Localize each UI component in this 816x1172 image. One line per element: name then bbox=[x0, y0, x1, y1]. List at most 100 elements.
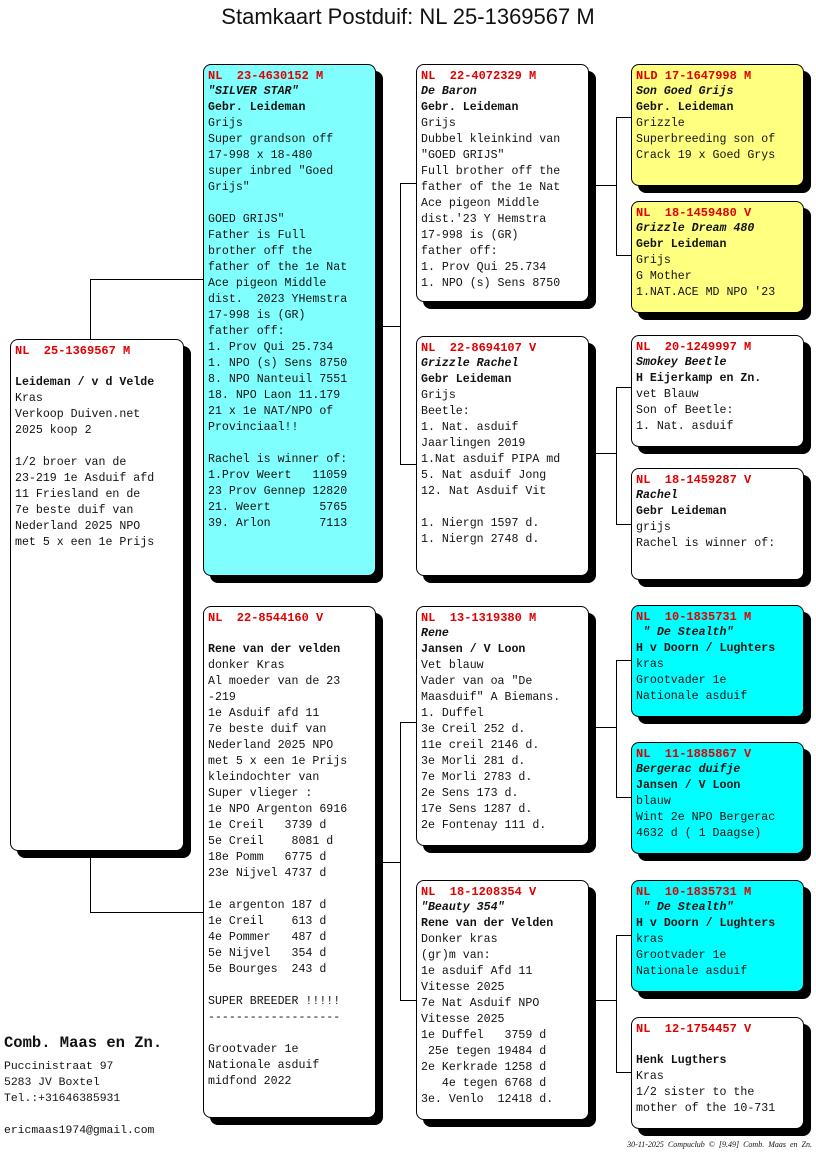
info-line: 1. NPO (s) Sens 8750 bbox=[208, 357, 348, 370]
info-line: Wint 2e NPO Bergerac bbox=[636, 811, 776, 824]
owner-name: Gebr Leideman bbox=[421, 373, 512, 386]
connector-line bbox=[616, 117, 617, 255]
pigeon-name: De Baron bbox=[421, 85, 477, 98]
info-line: 1.Prov Weert 11059 bbox=[208, 469, 348, 482]
info-line: 25e tegen 19484 d bbox=[421, 1045, 547, 1058]
info-line: Super grandson off bbox=[208, 133, 334, 146]
info-line: Ace pigeon Middle bbox=[421, 197, 540, 210]
info-line: Nederland 2025 NPO bbox=[15, 520, 141, 533]
info-line: "GOED GRIJS" bbox=[421, 149, 505, 162]
pigeon-card-fmf: NL 20-1249997 M Smokey Beetle H Eijerkamp … bbox=[631, 335, 804, 447]
connector-line bbox=[616, 1072, 631, 1073]
info-line: 5. Nat asduif Jong bbox=[421, 469, 547, 482]
owner-name: Gebr Leideman bbox=[636, 505, 727, 518]
info-line: 12. Nat Asduif Vit bbox=[421, 485, 547, 498]
info-line: -219 bbox=[208, 691, 236, 704]
pigeon-name: Rene bbox=[421, 627, 449, 640]
pigeon-card-mf: NL 13-1319380 M Rene Jansen / V Loon Vet bl… bbox=[416, 606, 589, 846]
info-line: Nationale asduif bbox=[636, 690, 748, 703]
info-line: 3e Creil 252 d. bbox=[421, 723, 526, 736]
pigeon-card-mff: NL 10-1835731 M " De Stealth" H v Doorn /… bbox=[631, 605, 804, 717]
pigeon-name bbox=[208, 626, 371, 642]
info-line: 1e argenton 187 d bbox=[208, 899, 327, 912]
ring-number: NL 23-4630152 M bbox=[208, 69, 324, 83]
pigeon-name bbox=[636, 1037, 799, 1053]
owner-name: Jansen / V Loon bbox=[636, 779, 741, 792]
info-line: 1. Nat. asduif bbox=[636, 420, 734, 433]
pigeon-card-mmf: NL 10-1835731 M " De Stealth" H v Doorn /… bbox=[631, 880, 804, 992]
info-line bbox=[421, 500, 584, 516]
info-line: father of the 1e Nat bbox=[208, 261, 348, 274]
info-line: Grootvader 1e bbox=[636, 949, 727, 962]
info-line: kleindochter van bbox=[208, 771, 320, 784]
info-line: Provinciaal!! bbox=[208, 421, 299, 434]
owner-name: Rene van der Velden bbox=[421, 917, 554, 930]
info-line: 1. Prov Qui 25.734 bbox=[421, 261, 547, 274]
pigeon-name: " De Stealth" bbox=[636, 626, 734, 639]
info-line: super inbred "Goed bbox=[208, 165, 334, 178]
info-line: 2025 koop 2 bbox=[15, 424, 92, 437]
ring-number: NL 22-4072329 M bbox=[421, 69, 537, 83]
pigeon-name: " De Stealth" bbox=[636, 901, 734, 914]
info-line bbox=[208, 1026, 371, 1042]
owner-name: Rene van der velden bbox=[208, 643, 341, 656]
info-line: 1. Niergn 2748 d. bbox=[421, 533, 540, 546]
info-line: dist. 2023 YHemstra bbox=[208, 293, 348, 306]
connector-line bbox=[589, 727, 616, 728]
info-line: 7e Morli 2783 d. bbox=[421, 771, 533, 784]
info-line: 17-998 x 18-480 bbox=[208, 149, 313, 162]
owner-name: H v Doorn / Lughters bbox=[636, 642, 776, 655]
info-line: grijs bbox=[636, 521, 671, 534]
connector-line bbox=[90, 912, 203, 913]
pigeon-card-ffm: NL 18-1459480 V Grizzle Dream 480 Gebr Lei… bbox=[631, 201, 804, 313]
info-line: mother of the 10-731 bbox=[636, 1102, 776, 1115]
info-line: Jaarlingen 2019 bbox=[421, 437, 526, 450]
connector-line bbox=[616, 935, 631, 936]
info-line: 4632 d ( 1 Daagse) bbox=[636, 827, 762, 840]
info-line: blauw bbox=[636, 795, 671, 808]
connector-line bbox=[400, 183, 416, 184]
connector-line bbox=[616, 117, 631, 118]
info-line: 23e Nijvel 4737 d bbox=[208, 867, 327, 880]
ring-number: NL 18-1459480 V bbox=[636, 206, 752, 220]
info-line: 1. Nat. asduif bbox=[421, 421, 519, 434]
owner-name: Gebr. Leideman bbox=[636, 101, 734, 114]
info-line: Rachel is winner of: bbox=[208, 453, 348, 466]
info-line: Grijs bbox=[636, 254, 671, 267]
info-line: 1. Niergn 1597 d. bbox=[421, 517, 540, 530]
info-line: 2e Fontenay 111 d. bbox=[421, 819, 547, 832]
info-line: 18e Pomm 6775 d bbox=[208, 851, 327, 864]
info-line: Crack 19 x Goed Grys bbox=[636, 149, 776, 162]
info-line: 1. Prov Qui 25.734 bbox=[208, 341, 334, 354]
breeder-name: Comb. Maas en Zn. bbox=[4, 1034, 163, 1052]
info-line bbox=[15, 439, 179, 455]
info-line: 5e Nijvel 354 d bbox=[208, 947, 327, 960]
connector-line bbox=[400, 1000, 416, 1001]
ring-number: NL 18-1208354 V bbox=[421, 885, 537, 899]
pigeon-name: Son Goed Grijs bbox=[636, 85, 734, 98]
info-line: Ace pigeon Middle bbox=[208, 277, 327, 290]
connector-line bbox=[616, 660, 631, 661]
info-line: father off: bbox=[421, 245, 498, 258]
info-line: SUPER BREEDER !!!!! bbox=[208, 995, 341, 1008]
footer-credit: 30-11-2025 Compuclub © [9.49] Comb. Maas… bbox=[627, 1140, 812, 1149]
pigeon-card-mm: NL 18-1208354 V "Beauty 354" Rene van der … bbox=[416, 880, 589, 1120]
connector-line bbox=[616, 660, 617, 797]
info-line: (gr)m van: bbox=[421, 949, 491, 962]
ring-number: NL 13-1319380 M bbox=[421, 611, 537, 625]
info-line: Grijs bbox=[421, 389, 456, 402]
breeder-email[interactable]: ericmaas1974@gmail.com bbox=[4, 1125, 155, 1137]
pigeon-name bbox=[15, 359, 179, 375]
info-line bbox=[208, 436, 371, 452]
ring-number: NL 12-1754457 V bbox=[636, 1022, 752, 1036]
connector-line bbox=[616, 935, 617, 1072]
pigeon-card-mother: NL 22-8544160 V Rene van der velden donker… bbox=[203, 606, 376, 1118]
breeder-city: 5283 JV Boxtel bbox=[4, 1077, 100, 1089]
info-line: 1. Duffel bbox=[421, 707, 484, 720]
connector-line bbox=[616, 255, 631, 256]
info-line: 1e Asduif afd 11 bbox=[208, 707, 320, 720]
info-line: Vet blauw bbox=[421, 659, 484, 672]
ring-number: NL 10-1835731 M bbox=[636, 610, 752, 624]
owner-name: Henk Lugthers bbox=[636, 1054, 727, 1067]
info-line: 1e NPO Argenton 6916 bbox=[208, 803, 348, 816]
